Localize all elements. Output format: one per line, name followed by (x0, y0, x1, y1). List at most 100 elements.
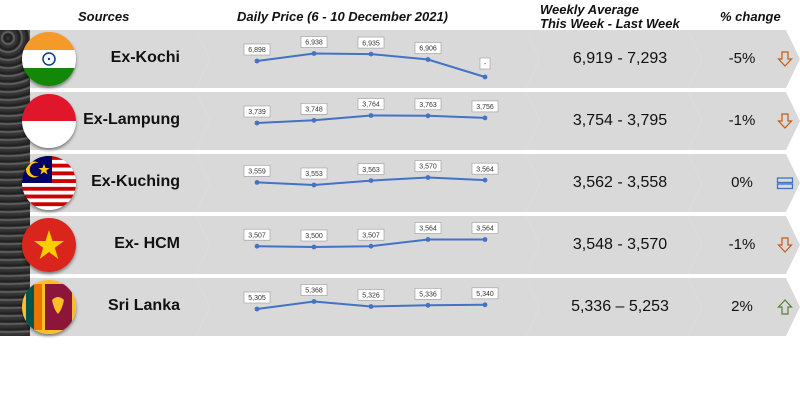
svg-text:5,326: 5,326 (362, 293, 380, 300)
row-band-change (688, 154, 800, 212)
row-band-daily (196, 154, 540, 212)
row-band-average (526, 92, 702, 150)
data-point (425, 113, 431, 119)
data-label: 6,938 (300, 36, 328, 48)
data-point (425, 57, 431, 62)
svg-text:5,340: 5,340 (476, 291, 494, 298)
data-label: 6,898 (243, 43, 271, 56)
data-point (482, 115, 488, 121)
data-label: 5,305 (243, 291, 271, 304)
vietnam-flag-icon (22, 218, 76, 272)
svg-text:3,553: 3,553 (305, 171, 323, 178)
data-point (482, 302, 488, 308)
pct-change-value: -5% (728, 50, 756, 67)
svg-text:5,305: 5,305 (248, 295, 266, 302)
row-band-daily (196, 216, 540, 274)
data-label: 3,559 (243, 165, 271, 177)
header-pct-change: % change (720, 9, 781, 24)
source-name: Ex-Kochi (110, 49, 180, 66)
svg-text:3,559: 3,559 (248, 169, 266, 176)
up-arrow-icon (776, 298, 794, 316)
daily-price-sparkline: 3,739 3,748 3,764 3,763 3,756 (243, 98, 499, 126)
data-point (254, 58, 260, 64)
data-label: 3,500 (300, 229, 328, 242)
row-band-source (30, 30, 210, 88)
svg-text:5,336: 5,336 (419, 292, 437, 299)
weekly-average-value: 6,919 - 7,293 (572, 50, 668, 67)
svg-text:3,748: 3,748 (305, 107, 323, 114)
svg-text:3,756: 3,756 (476, 104, 494, 111)
svg-text:-: - (484, 61, 487, 68)
source-name: Sri Lanka (107, 297, 180, 314)
header-weekly-average-line2: This Week - Last Week (540, 16, 680, 31)
row-band-average (526, 154, 702, 212)
data-point (254, 120, 260, 126)
data-label: 3,563 (357, 163, 385, 175)
data-point (254, 243, 260, 249)
data-label: 3,507 (243, 228, 271, 241)
data-point (311, 51, 317, 56)
header-weekly-average-line1: Weekly Average (540, 2, 640, 17)
india-flag-icon (22, 32, 76, 86)
data-label: 3,564 (471, 222, 499, 234)
row-band-change (688, 30, 800, 88)
svg-text:3,564: 3,564 (476, 166, 494, 173)
svg-text:3,500: 3,500 (305, 233, 323, 240)
data-point (425, 237, 431, 242)
data-point (368, 243, 374, 249)
row-band-change (688, 278, 800, 336)
svg-text:3,564: 3,564 (476, 226, 494, 233)
row-band-change (688, 92, 800, 150)
svg-text:3,570: 3,570 (419, 164, 437, 171)
data-point (425, 302, 431, 308)
daily-price-sparkline: 3,559 3,553 3,563 3,570 3,564 (243, 160, 499, 188)
row-band-average (526, 278, 702, 336)
data-point (482, 74, 488, 80)
source-row: Ex-Kochi 6,898 6,938 6,935 6,906 - 6,919 - 7,2… (0, 30, 800, 88)
down-arrow-icon (776, 112, 794, 130)
row-band-source (30, 92, 210, 150)
row-band-change (688, 216, 800, 274)
weekly-average-value: 5,336 – 5,253 (571, 298, 669, 315)
source-row: Sri Lanka 5,305 5,368 5,326 5,336 5,340 5,336 … (0, 278, 800, 336)
daily-price-sparkline: 6,898 6,938 6,935 6,906 - (243, 36, 491, 80)
pct-change-value: -1% (728, 236, 756, 253)
source-name: Ex- HCM (114, 235, 180, 252)
data-point (368, 304, 374, 309)
svg-text:3,563: 3,563 (362, 167, 380, 174)
data-label: 5,368 (300, 284, 328, 296)
row-band-average (526, 30, 702, 88)
svg-text:3,564: 3,564 (419, 226, 437, 233)
data-label: 3,570 (414, 160, 442, 172)
pct-change-value: 2% (731, 298, 753, 315)
down-arrow-icon (776, 50, 794, 68)
data-point (368, 113, 374, 118)
row-band-average (526, 216, 702, 274)
svg-text:5,368: 5,368 (305, 288, 323, 295)
row-band-source (30, 154, 210, 212)
down-arrow-icon (776, 236, 794, 254)
data-point (425, 175, 431, 180)
header-daily-price: Daily Price (6 - 10 December 2021) (237, 9, 449, 24)
svg-text:6,906: 6,906 (419, 46, 437, 53)
data-label: 3,756 (471, 100, 499, 113)
malaysia-flag-icon (22, 156, 76, 210)
indonesia-flag-icon (22, 94, 76, 148)
data-label: 5,336 (414, 288, 442, 300)
data-label: 3,764 (357, 98, 385, 110)
row-band-source (30, 278, 210, 336)
equal-icon (776, 174, 794, 192)
price-table: Ex-Kochi 6,898 6,938 6,935 6,906 - 6,919 - 7,2… (0, 30, 800, 340)
data-point (254, 306, 260, 312)
data-label: 3,763 (414, 98, 442, 111)
data-label: 6,906 (414, 42, 442, 54)
sri-lanka-flag-icon (22, 280, 76, 334)
data-label: 6,935 (357, 36, 385, 49)
series-line (256, 52, 486, 78)
weekly-average-value: 3,548 - 3,570 (572, 236, 668, 253)
data-label: 3,564 (471, 162, 499, 175)
data-point (368, 178, 374, 183)
data-label: - (479, 57, 491, 70)
data-point (311, 299, 317, 304)
data-label: 3,748 (300, 103, 328, 115)
